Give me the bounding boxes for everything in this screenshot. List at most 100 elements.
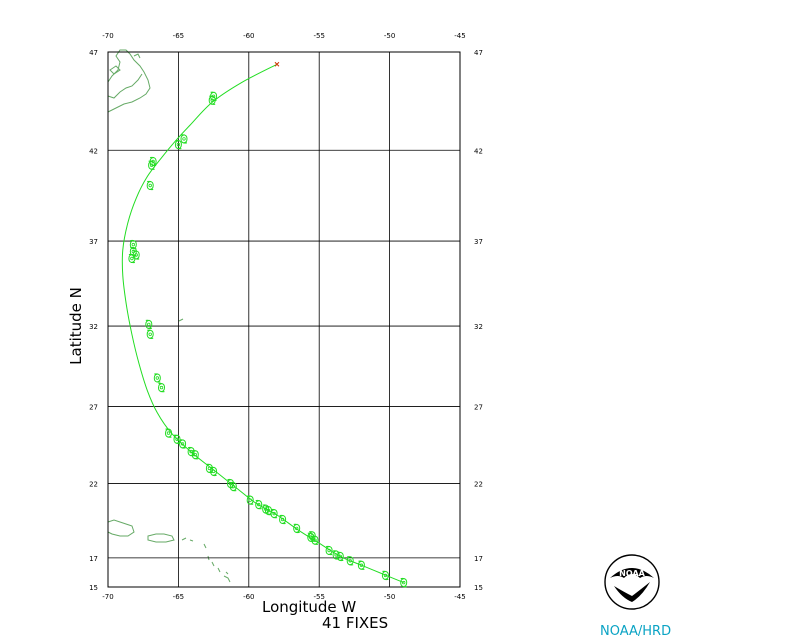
hurricane-fix-marker (336, 551, 344, 562)
hurricane-symbol (226, 478, 235, 489)
hurricane-eye (148, 183, 152, 188)
hurricane-fix-marker (174, 139, 182, 150)
hurricane-symbol (174, 139, 182, 150)
hurricane-eye (272, 511, 276, 516)
lat-tick-label-right: 22 (474, 481, 483, 489)
hurricane-eye (211, 94, 216, 99)
lon-tick-label-top: -55 (313, 32, 324, 40)
coastline-lesser-antilles (203, 543, 231, 583)
lat-lon-grid (107, 51, 461, 588)
hurricane-fix-marker (264, 505, 273, 516)
hurricane-fix-marker (357, 560, 365, 570)
hurricane-eye (151, 159, 155, 164)
coastline-bermuda (178, 318, 184, 322)
hurricane-symbol (400, 577, 408, 588)
lat-tick-label-left: 32 (89, 323, 98, 331)
hurricane-symbol (279, 514, 287, 525)
x-axis-title: Longitude W (262, 598, 357, 616)
lat-tick-label-right: 42 (474, 147, 483, 155)
y-axis-title: Latitude N (67, 287, 85, 365)
hurricane-fix-marker (173, 434, 181, 444)
noaa-logo-ring (604, 554, 660, 610)
hurricane-symbol (336, 551, 344, 562)
lat-tick-label-right: 37 (474, 238, 483, 246)
hurricane-eye (334, 553, 338, 557)
credit-label: NOAA/HRD (600, 624, 672, 639)
lat-tick-label-right: 17 (474, 555, 483, 563)
hurricane-eye (211, 469, 216, 474)
hurricane-symbol (325, 545, 333, 556)
hurricane-symbol (149, 156, 157, 167)
lat-tick-label-left: 37 (89, 238, 98, 246)
hurricane-fix-marker (308, 531, 316, 541)
hurricane-eye (207, 466, 212, 471)
hurricane-eye (348, 559, 352, 563)
hurricane-fix-marker (346, 556, 354, 566)
coastline-hispaniola (107, 519, 135, 537)
hurricane-symbol (255, 499, 263, 510)
lon-tick-label-top: -50 (384, 32, 395, 40)
lon-tick-label-top: -70 (102, 32, 113, 40)
track-line (121, 63, 404, 584)
coastline-island-small (109, 65, 121, 75)
lon-tick-label-top: -60 (243, 32, 254, 40)
fix-count-label: 41 FIXES (322, 614, 389, 632)
coastline-virgin-islands (181, 537, 194, 542)
hurricane-eye (402, 580, 406, 585)
hurricane-eye (147, 322, 151, 327)
hurricane-eye (180, 442, 185, 446)
lat-tick-label-right: 47 (474, 49, 483, 57)
lat-tick-label-left: 17 (89, 555, 98, 563)
hurricane-fix-marker (400, 577, 408, 588)
hurricane-eye (155, 376, 160, 380)
hurricane-eye (131, 242, 136, 247)
map-frame (107, 51, 461, 588)
lat-tick-label-left: 22 (89, 481, 98, 489)
hurricane-fix-marker (129, 239, 137, 250)
hurricane-symbol (264, 505, 273, 516)
lon-tick-label-bottom: -55 (313, 593, 324, 601)
hurricane-eye (228, 481, 233, 486)
lat-tick-label-left: 42 (89, 147, 98, 155)
hurricane-fix-marker (325, 545, 333, 556)
hurricane-eye (248, 498, 252, 502)
hurricane-eye (193, 453, 198, 457)
hurricane-fix-marker (332, 550, 340, 560)
hurricane-eye (310, 534, 314, 538)
hurricane-eye (175, 437, 179, 441)
hurricane-eye (159, 385, 164, 390)
hurricane-symbol (164, 428, 173, 438)
hurricane-fix-marker (132, 250, 140, 260)
hurricane-symbol (308, 531, 316, 541)
track-end-marker (274, 61, 280, 67)
hurricane-eye (383, 573, 388, 578)
lon-tick-label-bottom: -60 (243, 593, 254, 601)
lat-tick-label-left: 47 (89, 49, 98, 57)
lat-tick-label-left: 15 (89, 584, 98, 592)
hurricane-eye (257, 502, 261, 507)
hurricane-eye (148, 332, 152, 336)
lat-tick-label-right: 15 (474, 584, 483, 592)
hurricane-eye (280, 517, 285, 522)
hurricane-symbol (346, 556, 354, 566)
hurricane-eye (134, 253, 138, 257)
hurricane-symbol (246, 495, 254, 505)
hurricane-symbol (153, 373, 161, 383)
hurricane-eye (295, 526, 299, 531)
noaa-logo: NOAA (604, 554, 660, 610)
coastline-layer (107, 49, 231, 583)
coastline-island-sable (133, 53, 141, 59)
lat-tick-label-right: 27 (474, 404, 483, 412)
lon-tick-label-top: -65 (173, 32, 184, 40)
hurricane-symbol (173, 434, 181, 444)
lon-tick-label-bottom: -65 (173, 593, 184, 601)
hurricane-symbol (205, 463, 213, 474)
hurricane-symbol (381, 570, 389, 581)
noaa-logo-text: NOAA (619, 569, 645, 578)
hurricane-fix-marker (226, 478, 235, 489)
hurricane-fix-marker (153, 373, 161, 383)
lon-tick-label-bottom: -50 (384, 593, 395, 601)
lat-tick-label-right: 32 (474, 323, 483, 331)
hurricane-symbol (180, 134, 188, 144)
hurricane-fix-marker (149, 156, 157, 167)
